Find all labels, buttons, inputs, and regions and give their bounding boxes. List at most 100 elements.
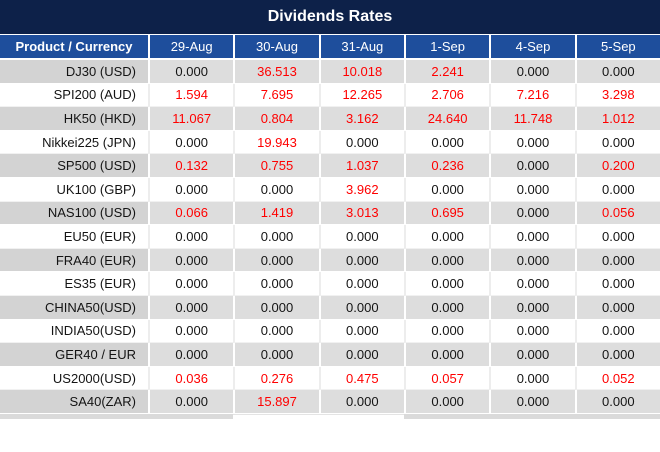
product-cell: FRA40 (EUR) [0,248,148,273]
product-cell: EU50 (EUR) [0,225,148,249]
table-row: NAS100 (USD) 0.066 1.419 3.013 0.695 0.000 0.0… [0,201,660,226]
column-header-date: 1-Sep [403,35,490,60]
value-cell: 0.000 [489,272,575,296]
product-cell: HK50 (HKD) [0,107,148,131]
value-cell: 11.748 [489,107,575,131]
value-cell: 0.000 [403,177,490,202]
value-cell: 0.000 [403,225,490,249]
product-cell: SPI200 (AUD) [0,83,148,108]
value-cell: 0.000 [148,130,234,155]
value-cell: 1.419 [233,201,319,226]
value-cell: 0.000 [148,343,234,367]
table-row: HK50 (HKD) 11.067 0.804 3.162 24.640 11.748 1.… [0,107,660,131]
product-cell: US2000(USD) [0,366,148,391]
value-cell: 0.000 [574,177,660,202]
value-cell: 0.066 [148,201,234,226]
product-cell: SA40(ZAR) [0,390,148,414]
product-cell: DJ30 (USD) [0,60,148,84]
value-cell: 0.000 [403,295,490,320]
value-cell: 0.000 [403,248,490,273]
value-cell: 0.000 [148,319,234,344]
partial-cell [0,413,148,419]
product-cell: UK100 (GBP) [0,177,148,202]
value-cell: 0.000 [318,319,404,344]
value-cell: 0.000 [574,60,660,84]
value-cell: 0.000 [318,272,404,296]
value-cell: 0.000 [489,177,575,202]
table-header-row: Product / Currency 29-Aug 30-Aug 31-Aug 1-Se… [0,35,660,60]
value-cell: 0.000 [148,60,234,84]
value-cell: 12.265 [318,83,404,108]
table-row: SA40(ZAR) 0.000 15.897 0.000 0.000 0.000 0.000 [0,390,660,414]
value-cell: 0.276 [233,366,319,391]
value-cell: 7.216 [489,83,575,108]
value-cell: 0.000 [318,248,404,273]
value-cell: 0.000 [489,201,575,226]
value-cell: 1.037 [318,154,404,178]
value-cell: 0.000 [403,390,490,414]
value-cell: 0.000 [148,295,234,320]
table-row: DJ30 (USD) 0.000 36.513 10.018 2.241 0.000 0.0… [0,60,660,84]
value-cell: 0.236 [403,154,490,178]
table-row: CHINA50(USD) 0.000 0.000 0.000 0.000 0.000 0.0… [0,295,660,320]
partial-cell [233,413,319,419]
value-cell: 24.640 [403,107,490,131]
value-cell: 0.000 [489,295,575,320]
product-cell: Nikkei225 (JPN) [0,130,148,155]
value-cell: 0.000 [318,295,404,320]
value-cell: 15.897 [233,390,319,414]
value-cell: 0.000 [489,366,575,391]
value-cell: 7.695 [233,83,319,108]
product-cell: GER40 / EUR [0,343,148,367]
value-cell: 0.000 [318,130,404,155]
value-cell: 0.804 [233,107,319,131]
table-row: FRA40 (EUR) 0.000 0.000 0.000 0.000 0.000 0.00… [0,248,660,273]
value-cell: 0.000 [489,225,575,249]
value-cell: 0.132 [148,154,234,178]
value-cell: 0.755 [233,154,319,178]
value-cell: 0.000 [489,154,575,178]
product-cell: CHINA50(USD) [0,295,148,320]
value-cell: 36.513 [233,60,319,84]
value-cell: 0.000 [233,225,319,249]
value-cell: 0.000 [148,272,234,296]
value-cell: 0.000 [489,130,575,155]
value-cell: 0.000 [574,295,660,320]
value-cell: 0.695 [403,201,490,226]
value-cell: 0.000 [318,225,404,249]
value-cell: 0.000 [148,225,234,249]
value-cell: 0.000 [489,343,575,367]
value-cell: 0.000 [403,343,490,367]
product-cell: INDIA50(USD) [0,319,148,344]
value-cell: 0.000 [233,295,319,320]
value-cell: 0.052 [574,366,660,391]
value-cell: 0.057 [403,366,490,391]
partial-cell [403,413,490,419]
value-cell: 0.000 [148,248,234,273]
value-cell: 0.000 [574,343,660,367]
partial-next-row [0,413,660,419]
value-cell: 19.943 [233,130,319,155]
value-cell: 0.200 [574,154,660,178]
value-cell: 0.000 [489,319,575,344]
table-row: ES35 (EUR) 0.000 0.000 0.000 0.000 0.000 0.000 [0,272,660,296]
value-cell: 2.241 [403,60,490,84]
partial-cell [148,413,234,419]
value-cell: 3.013 [318,201,404,226]
value-cell: 0.475 [318,366,404,391]
partial-cell [574,413,660,419]
table-row: Nikkei225 (JPN) 0.000 19.943 0.000 0.000 0.00… [0,130,660,155]
page-title-text: Dividends Rates [267,8,393,25]
value-cell: 0.056 [574,201,660,226]
value-cell: 0.000 [574,390,660,414]
value-cell: 0.000 [318,390,404,414]
product-cell: ES35 (EUR) [0,272,148,296]
value-cell: 10.018 [318,60,404,84]
value-cell: 3.298 [574,83,660,108]
table-row: SPI200 (AUD) 1.594 7.695 12.265 2.706 7.216 3.… [0,83,660,108]
column-header-product: Product / Currency [0,35,148,60]
value-cell: 1.012 [574,107,660,131]
value-cell: 0.000 [233,272,319,296]
table-body: DJ30 (USD) 0.000 36.513 10.018 2.241 0.000 0.0… [0,60,660,414]
